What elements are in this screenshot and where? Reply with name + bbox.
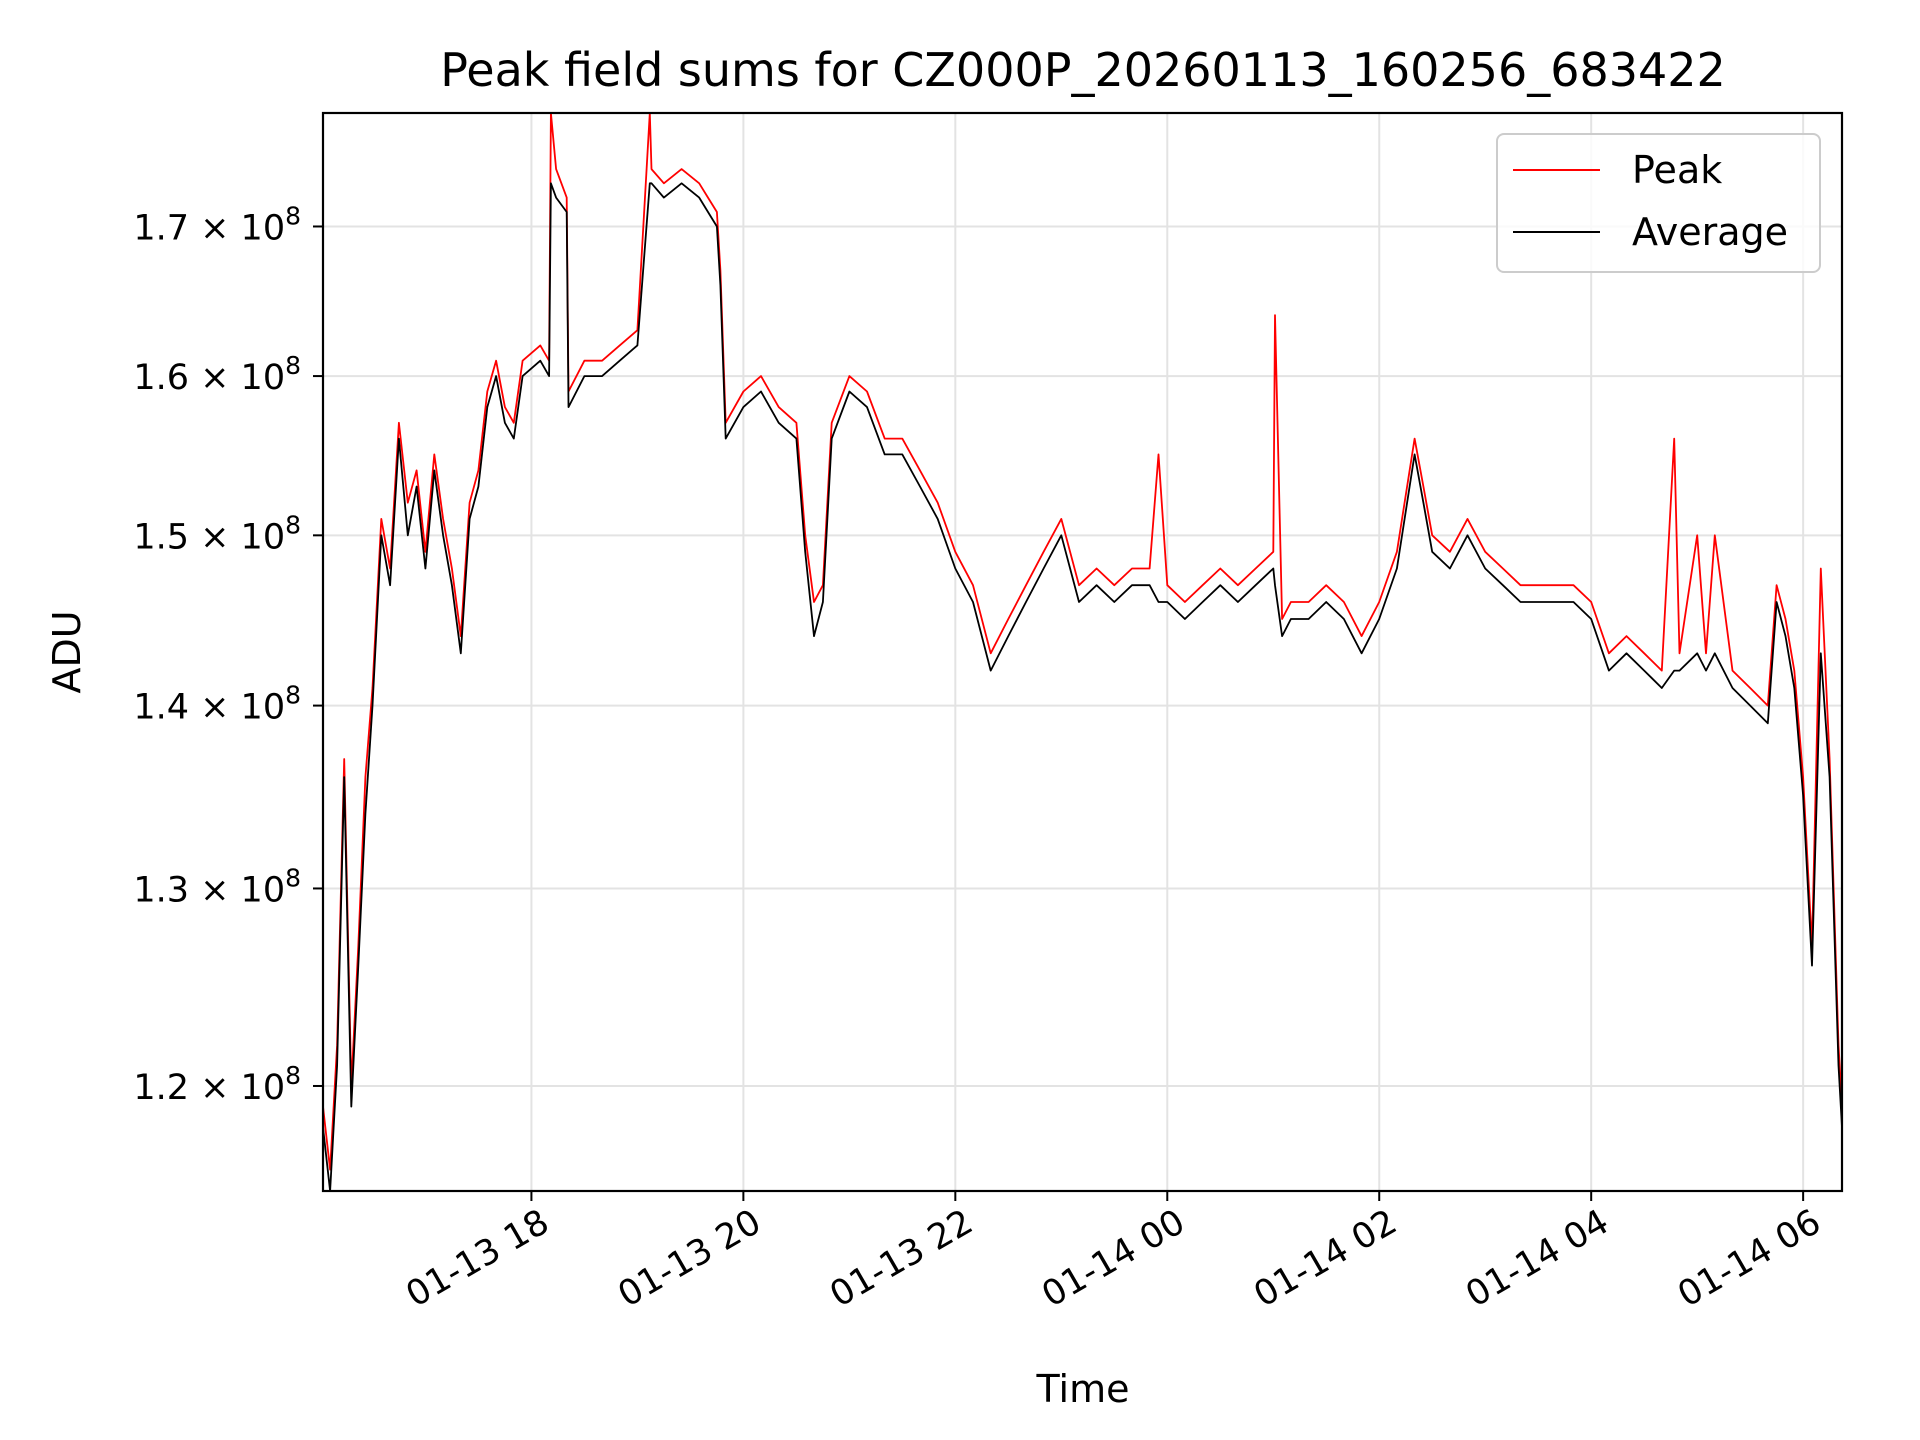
- legend-label-peak: Peak: [1632, 148, 1722, 192]
- legend-label-average: Average: [1632, 210, 1788, 254]
- y-tick-label: 1.6 × 108: [133, 351, 301, 398]
- x-axis-label: Time: [1036, 1367, 1130, 1411]
- series-line-average: [322, 182, 1843, 1192]
- y-tick-label: 1.3 × 108: [133, 863, 301, 910]
- series-layer: [322, 112, 1843, 1192]
- y-axis: 1.2 × 108 1.3 × 108 1.4 × 108 1.5 × 108 1.6 …: [133, 201, 323, 1108]
- legend: Peak Average: [1496, 133, 1821, 273]
- y-axis-label: ADU: [45, 610, 89, 693]
- y-tick-label: 1.2 × 108: [133, 1061, 301, 1108]
- legend-box: [1496, 133, 1821, 273]
- series-line-peak: [322, 112, 1843, 1171]
- grid: [323, 113, 1842, 1191]
- y-tick-label: 1.5 × 108: [133, 510, 301, 557]
- chart-title: Peak field sums for CZ000P_20260113_1602…: [440, 43, 1726, 97]
- y-tick-label: 1.7 × 108: [133, 201, 301, 248]
- y-tick-label: 1.4 × 108: [133, 681, 301, 728]
- plot-frame: [321, 111, 1844, 1193]
